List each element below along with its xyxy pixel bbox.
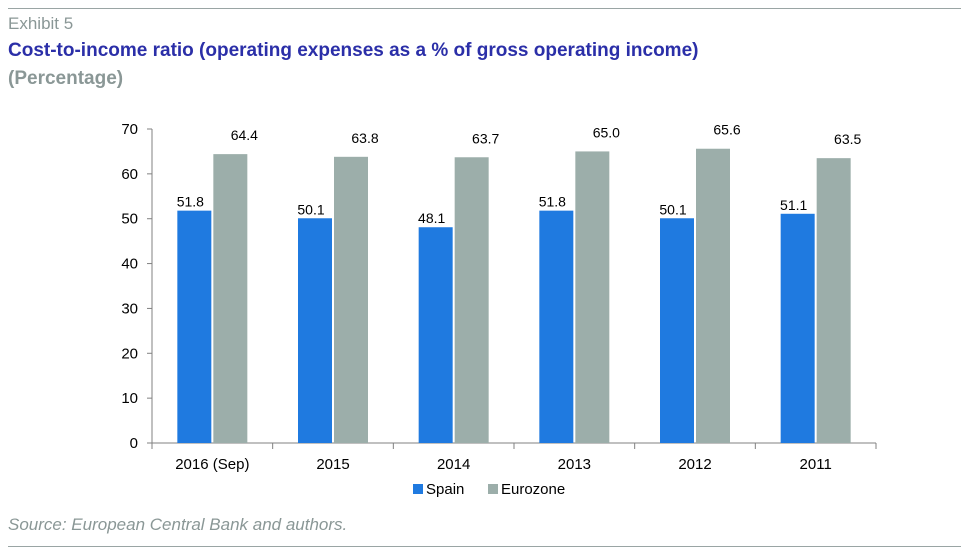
bottom-rule [8, 546, 961, 547]
y-tick-label: 50 [121, 211, 138, 228]
x-tick-label: 2015 [316, 456, 349, 473]
bar-spain [418, 227, 453, 443]
bar-spain [660, 218, 694, 443]
x-tick-label: 2013 [558, 456, 591, 473]
data-label: 65.6 [713, 122, 740, 138]
bar-eurozone [454, 157, 489, 443]
y-tick-label: 0 [130, 435, 138, 452]
y-tick-label: 70 [121, 121, 138, 138]
x-tick-label: 2016 (Sep) [175, 456, 249, 473]
bar-eurozone [816, 158, 851, 443]
data-label: 51.8 [539, 194, 566, 210]
x-tick-label: 2011 [800, 456, 832, 473]
chart-bars [177, 148, 851, 444]
bar-eurozone [575, 151, 610, 443]
data-label: 65.0 [593, 124, 620, 140]
data-label: 51.8 [177, 194, 204, 210]
legend-swatch-spain [413, 484, 423, 494]
y-tick-label: 10 [121, 390, 138, 407]
bar-eurozone [696, 148, 730, 444]
legend-swatch-eurozone [488, 484, 498, 494]
bar-eurozone [334, 156, 368, 443]
source-note: Source: European Central Bank and author… [8, 515, 348, 534]
data-label: 64.4 [231, 127, 258, 143]
y-tick-label: 60 [121, 166, 138, 183]
chart-title: Cost-to-income ratio (operating expenses… [8, 40, 699, 61]
data-label: 50.1 [297, 201, 324, 217]
y-tick-label: 20 [121, 345, 138, 362]
bar-eurozone [213, 154, 248, 443]
data-label: 48.1 [418, 210, 445, 226]
bar-spain [177, 210, 212, 443]
chart-legend: Spain Eurozone [413, 481, 565, 498]
data-label: 50.1 [659, 201, 686, 217]
y-tick-label: 30 [121, 300, 138, 317]
chart-subtitle: (Percentage) [8, 68, 124, 89]
data-label: 63.8 [351, 130, 378, 146]
chart-data-labels: 51.8 64.4 50.1 63.8 48.1 63.7 51.8 65.0 50.1 65.6… [177, 122, 862, 227]
bar-spain [298, 218, 332, 443]
legend-label-spain: Spain [426, 481, 464, 498]
data-label: 63.7 [472, 130, 499, 146]
x-tick-label: 2012 [678, 456, 711, 473]
bar-spain [780, 213, 815, 443]
legend-label-eurozone: Eurozone [501, 481, 565, 498]
x-tick-label: 2014 [437, 456, 470, 473]
top-rule [8, 8, 961, 9]
y-tick-label: 40 [121, 256, 138, 273]
bar-spain [539, 210, 574, 443]
exhibit-label: Exhibit 5 [8, 14, 74, 33]
data-label: 63.5 [834, 131, 861, 147]
data-label: 51.1 [780, 197, 807, 213]
chart-axes: 0 10 20 30 40 50 60 70 2016 (Sep) 2015 2014 2013 201… [121, 121, 877, 473]
